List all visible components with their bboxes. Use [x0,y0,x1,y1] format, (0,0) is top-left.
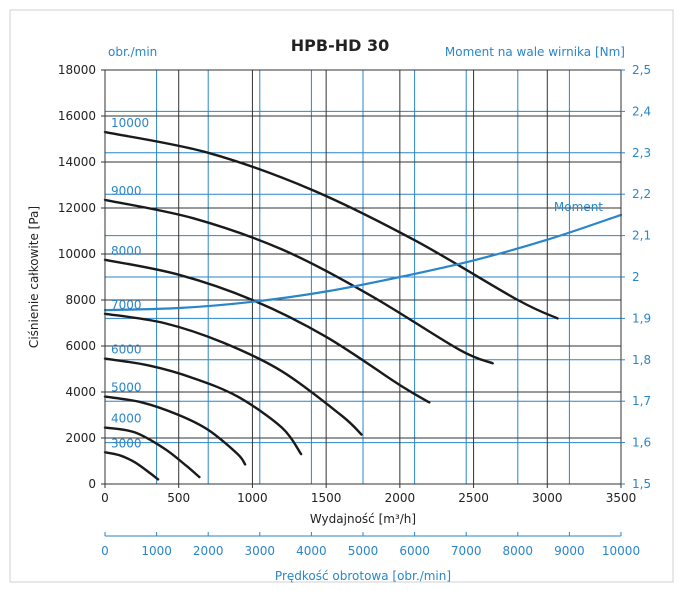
right-tick-label: 1,5 [632,477,651,491]
right-tick-label: 1,7 [632,394,651,408]
speed-tick-label: 3000 [245,544,276,558]
x-tick-label: 0 [101,491,109,505]
right-tick-label: 1,6 [632,436,651,450]
chart-frame [9,9,674,583]
speed-axis-label: Prędkość obrotowa [obr./min] [275,569,451,583]
y-tick-label: 16000 [58,109,96,123]
y-tick-label: 8000 [65,293,96,307]
curve-labels: 3000 4000 5000 6000 7000 8000 9000 10000 Moment [111,116,603,450]
x-tick-label: 1500 [311,491,342,505]
right-tick-label: 2,2 [632,187,651,201]
x-tick-label: 2000 [385,491,416,505]
right-tick-label: 1,9 [632,311,651,325]
right-tick-label: 2,5 [632,63,651,77]
y-tick-label: 12000 [58,201,96,215]
speed-tick-label: 9000 [554,544,585,558]
speed-tick-label: 0 [101,544,109,558]
right-tick-label: 2 [632,270,640,284]
speed-curve-8000 [103,258,431,404]
speed-curve-label: 8000 [111,244,142,258]
speed-curve-label: 10000 [111,116,149,130]
moment-curve-label: Moment [554,200,603,214]
x-axis-label: Wydajność [m³/h] [310,512,416,526]
ticks: 0 1000 2000 3000 4000 5000 6000 7000 8000 9000 100… [58,63,651,558]
speed-curve-label: 6000 [111,343,142,357]
y-tick-label: 6000 [65,339,96,353]
speed-unit-label: obr./min [108,45,157,59]
y-tick-label: 4000 [65,385,96,399]
speed-tick-label: 6000 [399,544,430,558]
speed-tick-label: 7000 [451,544,482,558]
y-tick-label: 14000 [58,155,96,169]
x-tick-label: 500 [167,491,190,505]
speed-tick-label: 8000 [503,544,534,558]
speed-curve-7000 [103,312,363,436]
y-tick-label: 18000 [58,63,96,77]
x-tick-label: 3000 [532,491,563,505]
right-tick-label: 1,8 [632,353,651,367]
right-tick-label: 2,3 [632,146,651,160]
speed-tick-label: 5000 [348,544,379,558]
speed-curve-10000 [103,130,559,320]
speed-curve-9000 [103,198,494,365]
right-axis-label: Moment na wale wirnika [Nm] [445,45,625,59]
speed-tick-label: 1000 [141,544,172,558]
y-tick-label: 2000 [65,431,96,445]
speed-curve-label: 5000 [111,381,142,395]
speed-curve-5000 [103,395,247,466]
speed-tick-label: 10000 [602,544,640,558]
chart-title: HPB-HD 30 [291,36,389,55]
speed-tick-label: 2000 [193,544,224,558]
speed-curve-3000 [103,451,160,481]
y-tick-label: 10000 [58,247,96,261]
speed-curve-4000 [103,426,201,479]
curves [103,130,623,481]
speed-curve-6000 [103,357,303,456]
speed-curve-label: 4000 [111,412,142,426]
speed-curve-label: 7000 [111,298,142,312]
speed-curve-label: 9000 [111,184,142,198]
speed-tick-label: 4000 [296,544,327,558]
y-tick-label: 0 [88,477,96,491]
right-tick-label: 2,4 [632,104,651,118]
x-tick-label: 3500 [606,491,637,505]
y-axis-label: Ciśnienie całkowite [Pa] [27,206,41,348]
x-tick-label: 1000 [237,491,268,505]
speed-curve-label: 3000 [111,436,142,450]
x-tick-label: 2500 [458,491,489,505]
right-tick-label: 2,1 [632,229,651,243]
moment-curve [103,213,623,312]
